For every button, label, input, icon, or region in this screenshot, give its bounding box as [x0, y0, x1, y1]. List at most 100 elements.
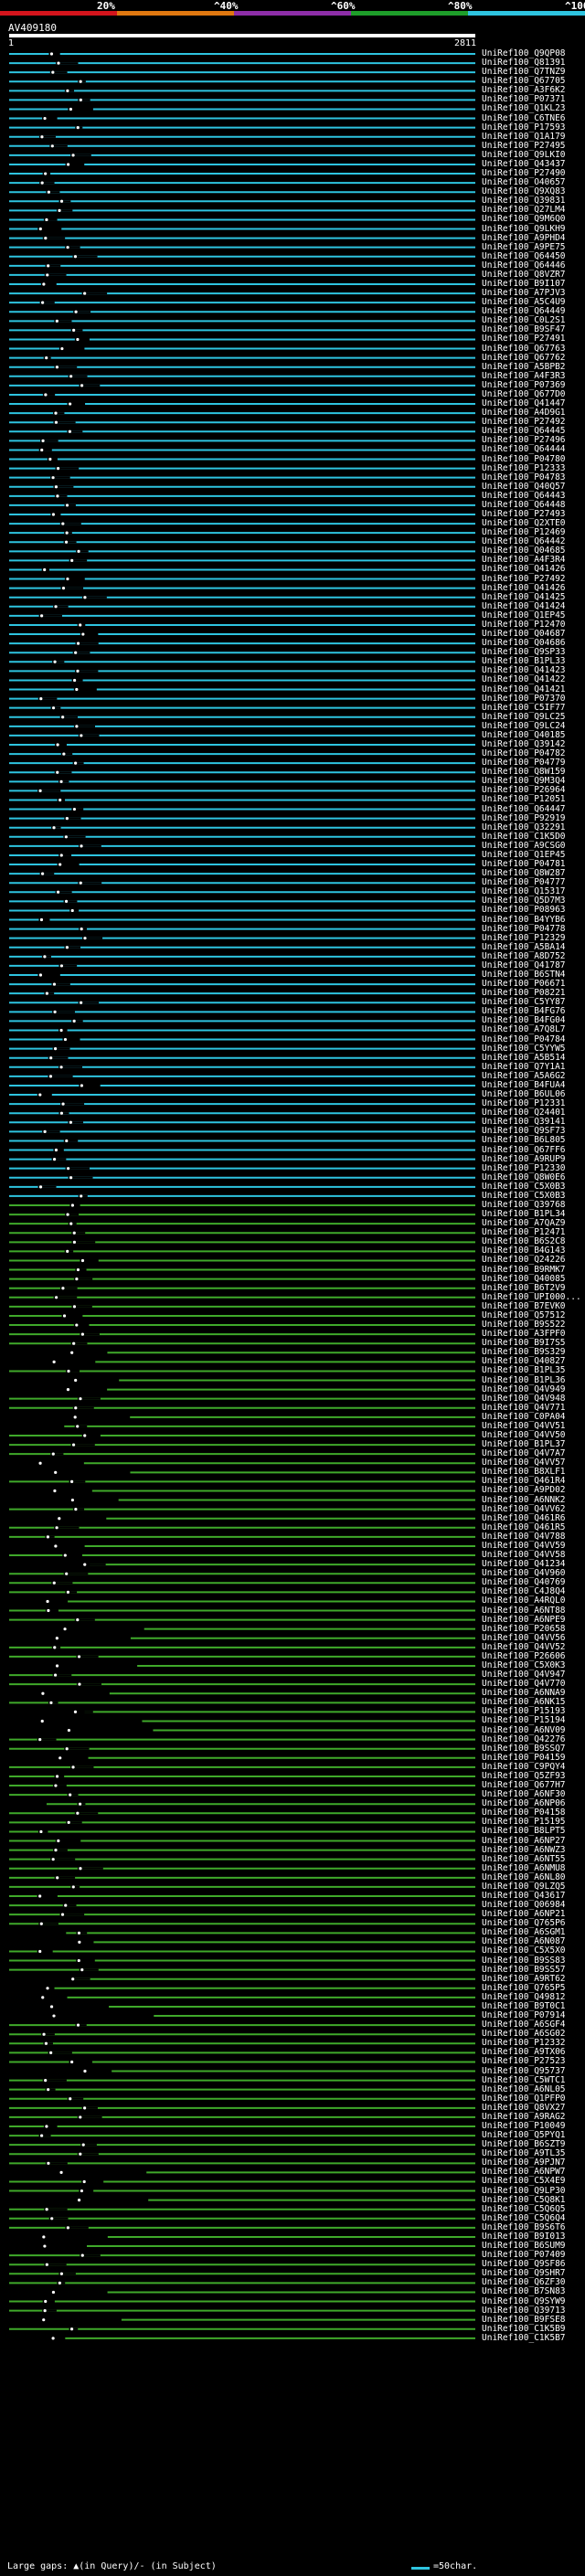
hit-label[interactable]: UniRef100_Q461R6 — [482, 1512, 566, 1523]
hit-label[interactable]: UniRef100_Q9LZQ5 — [482, 1881, 566, 1892]
hit-label[interactable]: UniRef100_A7Q8L7 — [482, 1024, 566, 1035]
hit-label[interactable]: UniRef100_P27491 — [482, 334, 566, 345]
hit-label[interactable]: UniRef100_Q4VV59 — [482, 1540, 566, 1551]
hit-label[interactable]: UniRef100_B9FSE8 — [482, 2314, 566, 2325]
hit-label[interactable]: UniRef100_C5Q6Q5 — [482, 2203, 566, 2214]
hit-label[interactable]: UniRef100_B4FUA4 — [482, 1079, 566, 1090]
hit-label[interactable]: UniRef100_Q43437 — [482, 158, 566, 169]
hit-label[interactable]: UniRef100_P04778 — [482, 923, 566, 934]
hit-label[interactable]: UniRef100_B6SZT9 — [482, 2139, 566, 2150]
hit-label[interactable]: UniRef100_P27492 — [482, 573, 566, 584]
hit-label[interactable]: UniRef100_B6SUM9 — [482, 2241, 566, 2252]
hit-label[interactable]: UniRef100_Q41424 — [482, 600, 566, 611]
hit-label[interactable]: UniRef100_C1K5D0 — [482, 831, 566, 842]
hit-label[interactable]: UniRef100_P27493 — [482, 509, 566, 519]
hit-label[interactable]: UniRef100_Q9SYW9 — [482, 2295, 566, 2306]
hit-label[interactable]: UniRef100_C5WTC1 — [482, 2074, 566, 2085]
hit-label[interactable]: UniRef100_Q4VV50 — [482, 1430, 566, 1440]
hit-label[interactable]: UniRef100_C5Q8K1 — [482, 2194, 566, 2205]
hit-label[interactable]: UniRef100_A6NL05 — [482, 2083, 566, 2094]
hit-label[interactable]: UniRef100_Q39831 — [482, 196, 566, 207]
hit-label[interactable]: UniRef100_Q9LKH9 — [482, 223, 566, 234]
hit-label[interactable]: UniRef100_B9I107 — [482, 279, 566, 289]
hit-label[interactable]: UniRef100_Q81391 — [482, 58, 566, 69]
hit-label[interactable]: UniRef100_A9RUP9 — [482, 1153, 566, 1164]
hit-label[interactable]: UniRef100_Q765P6 — [482, 1918, 566, 1929]
hit-label[interactable]: UniRef100_A3F6K2 — [482, 85, 566, 96]
hit-label[interactable]: UniRef100_A6SG02 — [482, 2029, 566, 2040]
hit-label[interactable]: UniRef100_Q64443 — [482, 490, 566, 501]
hit-label[interactable]: UniRef100_A9RT62 — [482, 1973, 566, 1984]
hit-label[interactable]: UniRef100_Q04687 — [482, 629, 566, 640]
hit-label[interactable]: UniRef100_B9SS57 — [482, 1964, 566, 1975]
hit-label[interactable]: UniRef100_A6NP27 — [482, 1835, 566, 1846]
hit-label[interactable]: UniRef100_B6T2V9 — [482, 1282, 566, 1293]
hit-label[interactable]: UniRef100_A6NK15 — [482, 1697, 566, 1708]
hit-label[interactable]: UniRef100_P26964 — [482, 785, 566, 796]
hit-label[interactable]: UniRef100_P17593 — [482, 122, 566, 133]
hit-label[interactable]: UniRef100_A6NNK2 — [482, 1494, 566, 1505]
hit-label[interactable]: UniRef100_C5X4E9 — [482, 2176, 566, 2187]
hit-label[interactable]: UniRef100_Q40769 — [482, 1577, 566, 1588]
hit-label[interactable]: UniRef100_B9SS83 — [482, 1955, 566, 1966]
hit-label[interactable]: UniRef100_Q04685 — [482, 546, 566, 557]
hit-label[interactable]: UniRef100_Q4V947 — [482, 1670, 566, 1680]
hit-label[interactable]: UniRef100_Q4V770 — [482, 1679, 566, 1690]
hit-label[interactable]: UniRef100_B8LPT5 — [482, 1826, 566, 1837]
hit-label[interactable]: UniRef100_Q42276 — [482, 1733, 566, 1744]
hit-label[interactable]: UniRef100_P12471 — [482, 1227, 566, 1238]
hit-label[interactable]: UniRef100_Q9SHR7 — [482, 2268, 566, 2279]
hit-label[interactable]: UniRef100_Q27LM4 — [482, 205, 566, 216]
hit-label[interactable]: UniRef100_B7SN83 — [482, 2286, 566, 2297]
hit-label[interactable]: UniRef100_Q40085 — [482, 1273, 566, 1284]
hit-label[interactable]: UniRef100_A9PJN7 — [482, 2157, 566, 2168]
hit-label[interactable]: UniRef100_P26606 — [482, 1650, 566, 1661]
hit-label[interactable]: UniRef100_A6N087 — [482, 1936, 566, 1947]
hit-label[interactable]: UniRef100_B9S522 — [482, 1320, 566, 1330]
hit-label[interactable]: UniRef100_P07370 — [482, 693, 566, 704]
hit-label[interactable]: UniRef100_Q41426 — [482, 564, 566, 575]
hit-label[interactable]: UniRef100_Q39768 — [482, 1200, 566, 1210]
hit-label[interactable]: UniRef100_B9S6T6 — [482, 2221, 566, 2232]
hit-label[interactable]: UniRef100_Q41423 — [482, 665, 566, 676]
hit-label[interactable]: UniRef100_P27496 — [482, 435, 566, 446]
hit-label[interactable]: UniRef100_Q9M6Q0 — [482, 214, 566, 225]
hit-label[interactable]: UniRef100_P07371 — [482, 94, 566, 105]
hit-label[interactable]: UniRef100_Q4V771 — [482, 1402, 566, 1413]
hit-label[interactable]: UniRef100_Q9SF73 — [482, 1126, 566, 1137]
hit-label[interactable]: UniRef100_Q24401 — [482, 1108, 566, 1118]
hit-label[interactable]: UniRef100_P27490 — [482, 168, 566, 179]
hit-label[interactable]: UniRef100_P07369 — [482, 379, 566, 390]
hit-label[interactable]: UniRef100_Q4V788 — [482, 1531, 566, 1542]
hit-label[interactable]: UniRef100_Q64442 — [482, 536, 566, 547]
hit-label[interactable]: UniRef100_B4G143 — [482, 1246, 566, 1256]
hit-label[interactable]: UniRef100_Q57512 — [482, 1309, 566, 1320]
hit-label[interactable]: UniRef100_A5BA14 — [482, 941, 566, 952]
hit-label[interactable]: UniRef100_B7EVK0 — [482, 1300, 566, 1311]
hit-label[interactable]: UniRef100_Q8VX27 — [482, 2102, 566, 2113]
hit-label[interactable]: UniRef100_Q39713 — [482, 2305, 566, 2316]
hit-label[interactable]: UniRef100_Q677H7 — [482, 1780, 566, 1791]
hit-label[interactable]: UniRef100_A3FPF0 — [482, 1329, 566, 1340]
hit-label[interactable]: UniRef100_Q41421 — [482, 684, 566, 694]
hit-label[interactable]: UniRef100_A9PE75 — [482, 241, 566, 252]
hit-label[interactable]: UniRef100_Q2XTE0 — [482, 518, 566, 529]
hit-label[interactable]: UniRef100_B9I013 — [482, 2231, 566, 2242]
hit-label[interactable]: UniRef100_Q41422 — [482, 674, 566, 685]
hit-label[interactable]: UniRef100_P27495 — [482, 140, 566, 151]
hit-label[interactable]: UniRef100_B9RMK7 — [482, 1264, 566, 1275]
hit-label[interactable]: UniRef100_B6UL06 — [482, 1089, 566, 1100]
hit-label[interactable]: UniRef100_Q4VV52 — [482, 1641, 566, 1652]
hit-label[interactable]: UniRef100_Q9LP30 — [482, 2185, 566, 2196]
hit-label[interactable]: UniRef100_Q41426 — [482, 582, 566, 593]
hit-label[interactable]: UniRef100_A6NP06 — [482, 1798, 566, 1809]
hit-label[interactable]: UniRef100_P04783 — [482, 472, 566, 482]
hit-label[interactable]: UniRef100_Q765P5 — [482, 1982, 566, 1993]
hit-label[interactable]: UniRef100_Q5D7M3 — [482, 896, 566, 906]
hit-label[interactable]: UniRef100_Q4VV51 — [482, 1420, 566, 1431]
hit-label[interactable]: UniRef100_C9PQY4 — [482, 1761, 566, 1772]
hit-label[interactable]: UniRef100_A4F3R4 — [482, 555, 566, 566]
hit-label[interactable]: UniRef100_A4RQL0 — [482, 1595, 566, 1606]
hit-label[interactable]: UniRef100_Q4VV62 — [482, 1503, 566, 1514]
hit-label[interactable]: UniRef100_P12332 — [482, 2038, 566, 2049]
